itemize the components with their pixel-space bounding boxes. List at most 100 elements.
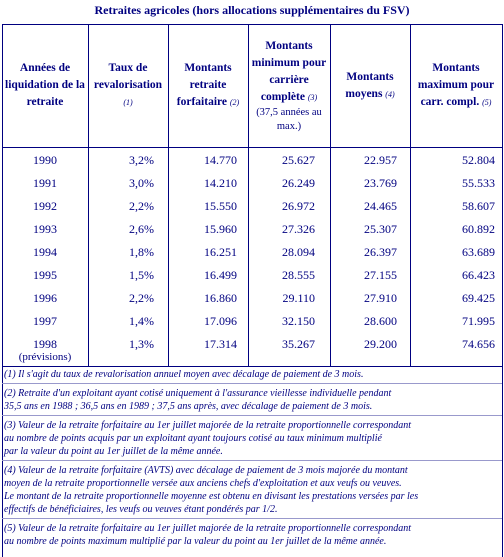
- note-line: (1) Il s'agit du taux de revalorisation …: [4, 369, 364, 380]
- note-line: (2) Retraite d'un exploitant ayant cotis…: [4, 388, 392, 399]
- value-cell: 3,0%: [129, 176, 154, 190]
- value-cell: 25.307: [364, 222, 397, 236]
- value-cell: 32.150: [282, 314, 315, 328]
- value-cell: 17.096: [204, 314, 237, 328]
- value-cell: 26.249: [282, 176, 315, 190]
- column-rule: [248, 24, 249, 366]
- value-cell: 35.267: [282, 337, 315, 351]
- note-line: 35,5 ans en 1988 ; 36,5 ans en 1989 ; 37…: [4, 401, 373, 412]
- value-cell: 1,3%: [129, 337, 154, 351]
- forecast-note: (prévisions): [18, 351, 72, 363]
- note-separator: [2, 415, 502, 416]
- column-label: Montants minimum pour carrière complète: [251, 39, 327, 103]
- note-line: effectifs de bénéficiaires, les veufs ou…: [4, 504, 278, 515]
- note-line: au nombre de points maximum multiplié pa…: [4, 536, 387, 547]
- column-label: Montants maximum pour carr. compl.: [417, 62, 495, 108]
- value-cell: 22.957: [364, 153, 397, 167]
- column-header-text: Montants maximum pour carr. compl. (5): [413, 60, 499, 111]
- column-header: Montants moyens (4): [330, 24, 410, 147]
- value-cell: 2,6%: [129, 222, 154, 236]
- value-cell: 17.314: [204, 337, 237, 351]
- value-cell: 16.860: [204, 291, 237, 305]
- value-cell: 27.910: [364, 291, 397, 305]
- column-sub: (37,5 années au max.): [256, 106, 322, 132]
- column-label: Montants moyens: [345, 70, 394, 100]
- value-cell: 60.892: [462, 222, 495, 236]
- value-cell: 16.499: [204, 268, 237, 282]
- column-header: Montants maximum pour carr. compl. (5): [410, 24, 502, 147]
- column-rule: [502, 24, 503, 366]
- value-cell: 23.769: [364, 176, 397, 190]
- column-rule: [410, 24, 411, 366]
- note-line: moyen de la retraite proportionnelle ver…: [4, 478, 402, 489]
- notes-border: [2, 366, 3, 557]
- column-header-text: Montants moyens (4): [333, 69, 407, 103]
- column-note: (2): [229, 98, 240, 107]
- column-header: Montants retraite forfaitaire (2): [168, 24, 248, 147]
- value-cell: 28.600: [364, 314, 397, 328]
- value-cell: 27.155: [364, 268, 397, 282]
- note-line: (4) Valeur de la retraite forfaitaire (A…: [4, 465, 408, 476]
- value-cell: 28.094: [282, 245, 315, 259]
- note-line: Le montant de la retraite proportionnell…: [4, 491, 419, 502]
- value-cell: 15.550: [204, 199, 237, 213]
- notes-border: [502, 366, 503, 557]
- value-cell: 1,4%: [129, 314, 154, 328]
- column-header: Montants minimum pour carrière complète …: [248, 24, 330, 147]
- value-cell: 1,8%: [129, 245, 154, 259]
- value-cell: 28.555: [282, 268, 315, 282]
- value-cell: 69.425: [462, 291, 495, 305]
- value-cell: 2,2%: [129, 291, 154, 305]
- year-cell: 1996: [33, 291, 57, 305]
- column-note: (4): [385, 89, 395, 99]
- column-label: Années de liquidation de la retraite: [5, 62, 85, 108]
- column-note: (1): [123, 98, 133, 107]
- column-rule: [88, 24, 89, 366]
- value-cell: 29.200: [364, 337, 397, 351]
- value-cell: 24.465: [364, 199, 397, 213]
- column-header-text: Taux de revalorisation (1): [91, 60, 165, 111]
- column-note: (3): [307, 92, 318, 102]
- year-cell: 1992: [33, 199, 57, 213]
- note-line: par la valeur du point au 1er juillet de…: [4, 446, 223, 457]
- column-rule: [2, 24, 3, 366]
- note-line: au nombre de points acquis par un exploi…: [4, 433, 382, 444]
- value-cell: 29.110: [282, 291, 315, 305]
- year-cell: 1998: [33, 337, 57, 351]
- column-header: Années de liquidation de la retraite: [2, 24, 88, 147]
- table-border: [2, 366, 502, 367]
- year-cell: 1990: [33, 153, 57, 167]
- note-separator: [2, 518, 502, 519]
- value-cell: 3,2%: [129, 153, 154, 167]
- column-header: Taux de revalorisation (1): [88, 24, 168, 147]
- header-rule: [2, 147, 502, 148]
- note-line: (5) Valeur de la retraite forfaitaire au…: [4, 523, 411, 534]
- value-cell: 26.397: [364, 245, 397, 259]
- value-cell: 55.533: [462, 176, 495, 190]
- value-cell: 1,5%: [129, 268, 154, 282]
- value-cell: 66.423: [462, 268, 495, 282]
- column-header-text: Montants minimum pour carrière complète …: [251, 38, 327, 134]
- column-header-text: Montants retraite forfaitaire (2): [171, 60, 245, 111]
- value-cell: 15.960: [204, 222, 237, 236]
- value-cell: 74.656: [462, 337, 495, 351]
- column-rule: [330, 24, 331, 366]
- value-cell: 27.326: [282, 222, 315, 236]
- value-cell: 16.251: [204, 245, 237, 259]
- note-separator: [2, 383, 502, 384]
- value-cell: 52.804: [462, 153, 495, 167]
- column-label: Montants retraite forfaitaire: [176, 62, 232, 108]
- value-cell: 2,2%: [129, 199, 154, 213]
- column-label: Taux de revalorisation: [93, 62, 163, 91]
- year-cell: 1997: [33, 314, 57, 328]
- year-cell: 1993: [33, 222, 57, 236]
- note-separator: [2, 460, 502, 461]
- year-cell: 1995: [33, 268, 57, 282]
- value-cell: 63.689: [462, 245, 495, 259]
- value-cell: 14.210: [204, 176, 237, 190]
- year-cell: 1994: [33, 245, 57, 259]
- column-note: (5): [482, 98, 492, 107]
- column-rule: [168, 24, 169, 366]
- title: Retraites agricoles (hors allocations su…: [94, 3, 410, 17]
